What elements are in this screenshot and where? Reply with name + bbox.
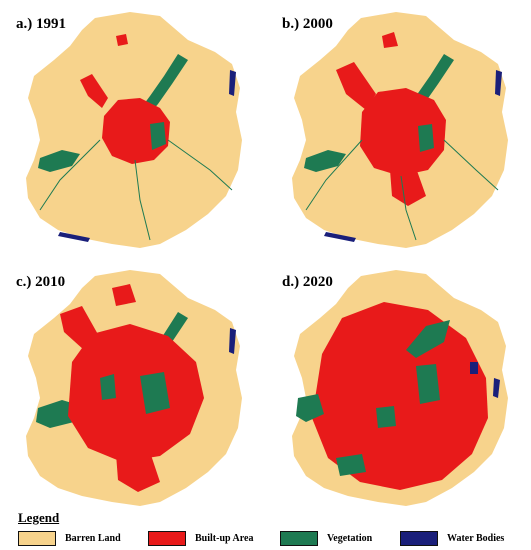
- builtup-arm-nw: [80, 74, 108, 108]
- road-network: [39, 139, 233, 241]
- map-panel-2020: d.) 2020: [266, 258, 531, 513]
- road-network: [305, 139, 499, 241]
- vegetation-patch-west: [304, 150, 346, 172]
- land-cover-map-2020: [292, 270, 508, 506]
- water-edge-south: [324, 232, 356, 242]
- map-panel-2010: c.) 2010: [0, 258, 265, 513]
- legend-swatch-water: [400, 530, 438, 546]
- builtup-core: [68, 324, 204, 462]
- builtup-patch-north: [116, 34, 128, 46]
- map-legend: Legend Barren Land Built-up Area Vegetat…: [0, 510, 531, 550]
- water-edge-east: [229, 328, 236, 354]
- legend-title: Legend: [18, 510, 60, 525]
- vegetation-core: [418, 124, 434, 152]
- legend-swatch-barren: [18, 530, 56, 546]
- water-edge-south: [493, 378, 500, 398]
- builtup-patch-north: [382, 32, 398, 48]
- vegetation-core: [150, 122, 166, 150]
- land-cover-map-1991: [26, 12, 242, 248]
- builtup-arm-south: [390, 168, 426, 206]
- legend-swatch-vegetation: [280, 530, 318, 546]
- land-cover-map-2010: [26, 270, 242, 506]
- panel-title: b.) 2000: [282, 16, 333, 32]
- builtup-core: [360, 88, 446, 176]
- water-edge-east: [470, 362, 478, 374]
- builtup-arm-nw: [60, 306, 100, 350]
- legend-swatch-builtup: [148, 530, 186, 546]
- water-edge-east: [229, 70, 236, 96]
- vegetation-corridor: [406, 320, 450, 358]
- legend-item-builtup-area: Built-up Area: [148, 529, 253, 547]
- land-cover-map-2000: [292, 12, 508, 248]
- legend-label: Built-up Area: [195, 532, 254, 544]
- panel-title: c.) 2010: [16, 274, 66, 290]
- vegetation-patch-central: [100, 374, 116, 400]
- vegetation-corridor: [138, 54, 188, 118]
- vegetation-patch-central: [376, 406, 396, 428]
- builtup-arm-nw: [336, 62, 376, 110]
- water-edge-east: [495, 70, 502, 96]
- vegetation-patch-west: [38, 150, 80, 172]
- panel-title: d.) 2020: [282, 274, 333, 290]
- vegetation-patch-south: [336, 454, 366, 476]
- legend-label: Water Bodies: [447, 532, 505, 544]
- vegetation-patch-west: [296, 394, 324, 422]
- legend-item-water-bodies: Water Bodies: [400, 529, 504, 547]
- map-panel-1991: a.) 1991: [0, 0, 265, 255]
- legend-label: Vegetation: [327, 532, 373, 544]
- vegetation-core: [140, 372, 170, 414]
- vegetation-core: [416, 364, 440, 404]
- panel-title: a.) 1991: [16, 16, 66, 32]
- builtup-core: [312, 302, 488, 490]
- builtup-arm-south: [116, 452, 160, 492]
- water-edge-south: [58, 232, 90, 242]
- map-panel-2000: b.) 2000: [266, 0, 531, 255]
- legend-item-barren-land: Barren Land: [18, 529, 121, 547]
- builtup-patch-north: [112, 284, 136, 306]
- legend-item-vegetation: Vegetation: [280, 529, 372, 547]
- legend-label: Barren Land: [65, 532, 121, 544]
